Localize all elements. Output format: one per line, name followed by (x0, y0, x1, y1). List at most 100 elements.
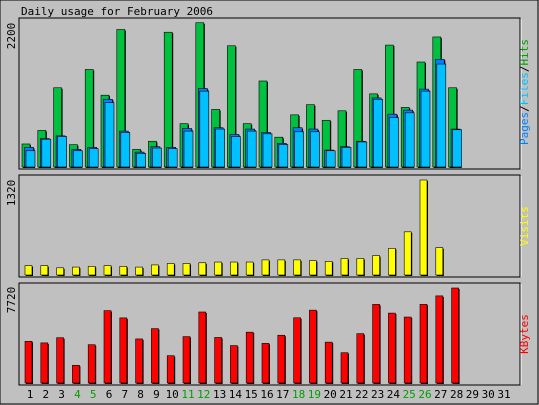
bar-hits-files-front-day-3 (57, 136, 67, 168)
bar-hits-files-front-day-23 (373, 98, 383, 168)
x-tick-label-day-15: 15 (245, 388, 258, 401)
bar-kbytes-kbytes-day-6 (103, 310, 112, 384)
x-tick-label-day-30: 30 (482, 388, 495, 401)
bar-visits-visits-day-14 (230, 261, 238, 276)
x-tick-label-day-6: 6 (106, 388, 113, 401)
panel-hits-legend: Pages/Files/Hits (518, 39, 531, 145)
x-tick-label-day-28: 28 (450, 388, 463, 401)
bar-hits-files-front-day-27 (436, 63, 447, 168)
x-tick-label-day-22: 22 (355, 388, 368, 401)
x-tick-label-day-7: 7 (121, 388, 128, 401)
bar-kbytes-kbytes-day-7 (119, 317, 128, 384)
bar-hits-files-front-day-22 (357, 141, 368, 168)
bar-hits-files-front-day-5 (88, 148, 99, 168)
x-tick-label-day-29: 29 (466, 388, 479, 401)
bar-visits-visits-day-22 (356, 258, 365, 276)
legend-kbytes: KBytes (518, 314, 531, 354)
x-tick-label-day-4: 4 (74, 388, 81, 401)
bar-hits-files-front-day-20 (325, 150, 336, 168)
bar-hits-files-front-day-7 (120, 132, 131, 168)
bar-kbytes-kbytes-day-20 (324, 341, 333, 384)
bar-visits-visits-day-15 (245, 261, 254, 276)
bar-kbytes-kbytes-day-19 (309, 309, 317, 384)
x-tick-label-day-26: 26 (418, 388, 431, 401)
bar-hits-files-front-day-24 (389, 117, 399, 168)
x-tick-label-day-14: 14 (229, 388, 243, 401)
bar-kbytes-kbytes-day-11 (182, 336, 191, 384)
bar-visits-visits-day-5 (87, 266, 96, 276)
bar-visits-visits-day-20 (324, 261, 333, 276)
x-tick-label-day-2: 2 (42, 388, 49, 401)
x-tick-label-day-31: 31 (497, 388, 510, 401)
bar-visits-visits-day-21 (340, 258, 349, 276)
panel-hits-ytick: 2200 (5, 23, 18, 50)
bar-kbytes-kbytes-day-24 (388, 312, 396, 384)
bar-hits-files-front-day-10 (167, 148, 178, 168)
x-tick-label-day-9: 9 (153, 388, 160, 401)
chart-title: Daily usage for February 2006 (21, 5, 213, 18)
bar-kbytes-kbytes-day-23 (372, 304, 380, 384)
legend-pages: Pages (518, 112, 531, 145)
bar-visits-visits-day-18 (293, 259, 301, 276)
bar-kbytes-kbytes-day-9 (151, 328, 159, 384)
legend-separator: / (518, 105, 531, 112)
x-tick-label-day-13: 13 (213, 388, 226, 401)
bar-hits-files-front-day-21 (341, 147, 352, 168)
bar-kbytes-kbytes-day-1 (24, 340, 33, 384)
panel-kbytes-ytick: 7720 (5, 287, 18, 314)
bar-visits-visits-day-3 (56, 267, 64, 276)
bar-hits-files-front-day-25 (404, 112, 415, 168)
bar-visits-visits-day-7 (119, 266, 128, 276)
bar-visits-visits-day-4 (72, 266, 80, 276)
bar-visits-visits-day-10 (166, 263, 175, 276)
panel-hits: 2200 Pages/Files/Hits (5, 17, 531, 170)
x-tick-label-day-21: 21 (339, 388, 352, 401)
bar-kbytes-kbytes-day-26 (419, 304, 428, 384)
bar-hits-files-front-day-19 (310, 131, 320, 168)
legend-visits: Visits (518, 206, 531, 246)
bar-hits-files-front-day-9 (152, 147, 162, 168)
bar-hits-files-front-day-6 (104, 102, 115, 168)
legend-separator: / (518, 66, 531, 73)
x-tick-label-day-17: 17 (276, 388, 289, 401)
x-tick-label-day-5: 5 (90, 388, 97, 401)
bar-kbytes-kbytes-day-18 (293, 317, 301, 384)
bar-hits-files-front-day-28 (452, 129, 462, 168)
bar-visits-visits-day-2 (40, 265, 49, 276)
bar-visits-visits-day-1 (24, 265, 33, 276)
bar-visits-visits-day-13 (214, 261, 222, 276)
x-tick-label-day-3: 3 (58, 388, 65, 401)
panel-kbytes: 7720 KBytes (5, 282, 531, 386)
x-tick-label-day-12: 12 (197, 388, 210, 401)
x-tick-label-day-23: 23 (371, 388, 384, 401)
bar-hits-files-front-day-18 (294, 131, 304, 168)
x-tick-label-day-10: 10 (166, 388, 179, 401)
bar-kbytes-kbytes-day-14 (230, 345, 238, 384)
bar-visits-visits-day-8 (135, 266, 143, 276)
legend-files: Files (518, 72, 531, 105)
x-tick-label-day-24: 24 (387, 388, 401, 401)
panel-visits-legend: Visits (518, 206, 531, 246)
bar-visits-visits-day-6 (103, 265, 112, 276)
bar-visits-visits-day-11 (182, 263, 191, 276)
bar-hits-files-front-day-8 (136, 153, 146, 168)
bar-visits-visits-day-9 (151, 264, 159, 276)
bar-hits-files-front-day-12 (199, 90, 210, 168)
bar-kbytes-kbytes-day-15 (245, 331, 254, 384)
bar-visits-visits-day-24 (388, 248, 396, 276)
bar-hits-files-front-day-16 (262, 133, 273, 168)
bar-hits-files-front-day-13 (215, 128, 225, 168)
panel-visits-ytick: 1320 (5, 180, 18, 207)
x-tick-label-day-18: 18 (292, 388, 305, 401)
x-axis-labels: 1 2 3 4 5 6 7 8 9 10 11 12 13 14 15 16 17 18 19 20 21 22 23 24 2… (27, 388, 511, 401)
x-tick-label-day-11: 11 (181, 388, 194, 401)
x-tick-label-day-8: 8 (137, 388, 144, 401)
bar-hits-files-front-day-4 (73, 150, 83, 168)
bar-kbytes-kbytes-day-4 (72, 364, 80, 384)
bar-visits-visits-day-19 (309, 260, 317, 276)
bar-hits-files-front-day-26 (420, 90, 431, 168)
panel-kbytes-legend: KBytes (518, 314, 531, 354)
x-tick-label-day-27: 27 (434, 388, 447, 401)
bar-visits-visits-day-16 (261, 259, 270, 276)
